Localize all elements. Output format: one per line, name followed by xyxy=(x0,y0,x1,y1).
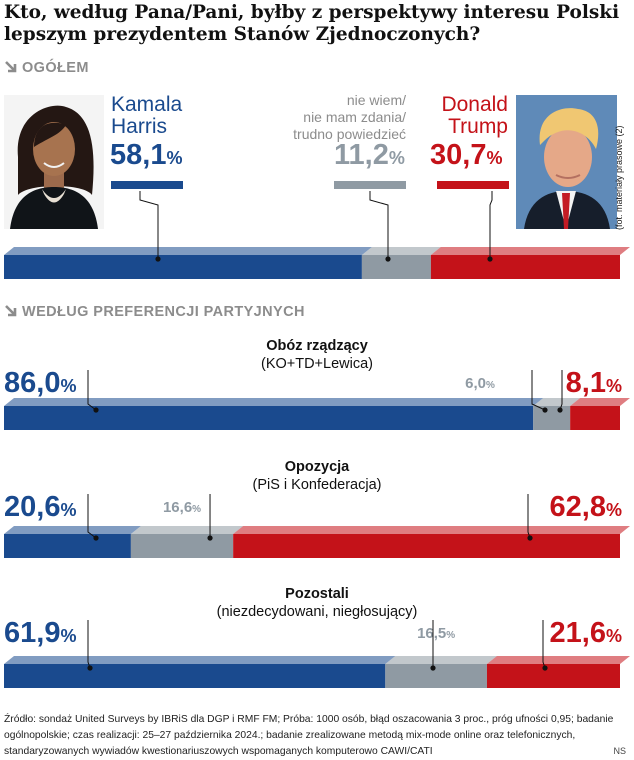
leader-line xyxy=(87,494,97,539)
undecided-label: nie wiem/ nie mam zdania/ trudno powiedz… xyxy=(230,92,406,143)
bar-top-face xyxy=(361,247,441,255)
leader-line xyxy=(531,370,546,411)
leader-dot xyxy=(87,665,93,671)
leader-dot xyxy=(385,256,391,262)
trump-name: Donald Trump xyxy=(430,94,508,138)
undecided-line3: trudno powiedzieć xyxy=(293,126,406,142)
bar-top-face xyxy=(4,656,396,664)
trump-label-2: 62,8% xyxy=(550,491,622,523)
group-title-1: Opozycja (PiS i Konfederacja) xyxy=(0,458,634,494)
harris-name-line2: Harris xyxy=(111,115,167,138)
bar-segment-1-0 xyxy=(4,406,534,430)
bar-top-face xyxy=(4,247,372,255)
leader-line xyxy=(139,191,159,259)
section-overall-label: OGÓŁEM xyxy=(22,60,89,76)
arrow-down-right-icon xyxy=(4,60,18,78)
leader-dot xyxy=(93,535,99,541)
leader-line xyxy=(369,191,389,259)
harris-overall-pct: 58,1% xyxy=(110,139,182,172)
leader-dot xyxy=(542,407,548,413)
section-by-party-label: WEDŁUG PREFERENCJI PARTYJNYCH xyxy=(22,304,305,320)
leader-dot xyxy=(542,665,548,671)
bar-top-face xyxy=(233,526,631,534)
trump-name-line2: Trump xyxy=(448,115,508,138)
trump-photo xyxy=(516,95,617,229)
section-overall: OGÓŁEM xyxy=(4,60,89,78)
group-title-2: Pozostali (niezdecydowani, niegłosujący) xyxy=(0,585,634,621)
bar-top-face xyxy=(486,656,630,664)
leader-line xyxy=(87,370,97,411)
bar-top-face xyxy=(130,526,244,534)
source-note: Źródło: sondaż United Surveys by IBRiS d… xyxy=(4,714,614,757)
bar-top-face xyxy=(533,398,581,406)
undecided-label-2: 16,6% xyxy=(163,499,201,516)
stacked-bars-chart: 86,0% 8,1% 6,0% 20,6% 62,8% 16,6% 61,9% 21,6% 16… xyxy=(4,191,631,688)
undecided-label-3: 16,5% xyxy=(417,625,455,642)
undecided-label-1: 6,0% xyxy=(465,375,495,392)
trump-overall-value: 30,7 xyxy=(430,139,487,171)
harris-name: Kamala Harris xyxy=(111,94,182,138)
bar-top-face xyxy=(430,247,630,255)
undecided-line1: nie wiem/ xyxy=(346,92,406,108)
trump-swatch xyxy=(437,181,509,189)
bar-top-face xyxy=(4,398,544,406)
bar-segment-3-2 xyxy=(486,664,620,688)
trump-overall-pct: 30,7% xyxy=(430,139,502,172)
group-subtitle-0: (KO+TD+Lewica) xyxy=(260,356,373,372)
leader-dot xyxy=(207,535,213,541)
percent-sign: % xyxy=(388,148,405,168)
undecided-line2: nie mam zdania/ xyxy=(303,109,406,125)
harris-overall-value: 58,1 xyxy=(110,139,167,171)
bar-segment-1-2 xyxy=(570,406,620,430)
group-name-2: Pozostali xyxy=(285,586,349,602)
bar-segment-0-0 xyxy=(4,255,362,279)
leader-dot xyxy=(487,256,493,262)
bar-segment-3-1 xyxy=(385,664,487,688)
harris-label-1: 86,0% xyxy=(4,367,76,399)
bar-segment-1-1 xyxy=(533,406,571,430)
harris-photo xyxy=(4,95,104,229)
bar-segment-0-1 xyxy=(361,255,431,279)
harris-name-line1: Kamala xyxy=(111,93,183,116)
group-subtitle-1: (PiS i Konfederacja) xyxy=(252,477,382,493)
leader-dot xyxy=(93,407,99,413)
leader-dot xyxy=(557,407,563,413)
group-title-0: Obóz rządzący (KO+TD+Lewica) xyxy=(0,337,634,373)
undecided-swatch xyxy=(334,181,406,189)
author-initials: NS xyxy=(613,746,626,756)
harris-label-2: 20,6% xyxy=(4,491,76,523)
bar-top-face xyxy=(570,398,630,406)
bar-segment-3-0 xyxy=(4,664,386,688)
group-subtitle-2: (niezdecydowani, niegłosujący) xyxy=(216,604,418,620)
section-by-party: WEDŁUG PREFERENCJI PARTYJNYCH xyxy=(4,304,305,322)
bar-segment-2-2 xyxy=(233,534,621,558)
leader-dot xyxy=(527,535,533,541)
bar-top-face xyxy=(385,656,497,664)
bar-segment-2-0 xyxy=(4,534,131,558)
leader-dot xyxy=(430,665,436,671)
harris-label-3: 61,9% xyxy=(4,617,76,649)
group-name-0: Obóz rządzący xyxy=(266,338,368,354)
leader-line xyxy=(489,191,493,259)
harris-swatch xyxy=(111,181,183,189)
chart-title: Kto, według Pana/Pani, byłby z perspekty… xyxy=(4,2,620,45)
trump-name-line1: Donald xyxy=(441,93,508,116)
percent-sign: % xyxy=(166,148,183,168)
arrow-down-right-icon xyxy=(4,304,18,322)
leader-dot xyxy=(155,256,161,262)
bar-segment-2-1 xyxy=(130,534,234,558)
undecided-overall-pct: 11,2% xyxy=(334,139,405,172)
bar-top-face xyxy=(4,526,141,534)
trump-label-1: 8,1% xyxy=(566,367,622,399)
group-name-1: Opozycja xyxy=(284,459,350,475)
bar-segment-0-2 xyxy=(430,255,620,279)
percent-sign: % xyxy=(486,148,503,168)
undecided-overall-value: 11,2 xyxy=(334,139,389,171)
trump-label-3: 21,6% xyxy=(550,617,622,649)
